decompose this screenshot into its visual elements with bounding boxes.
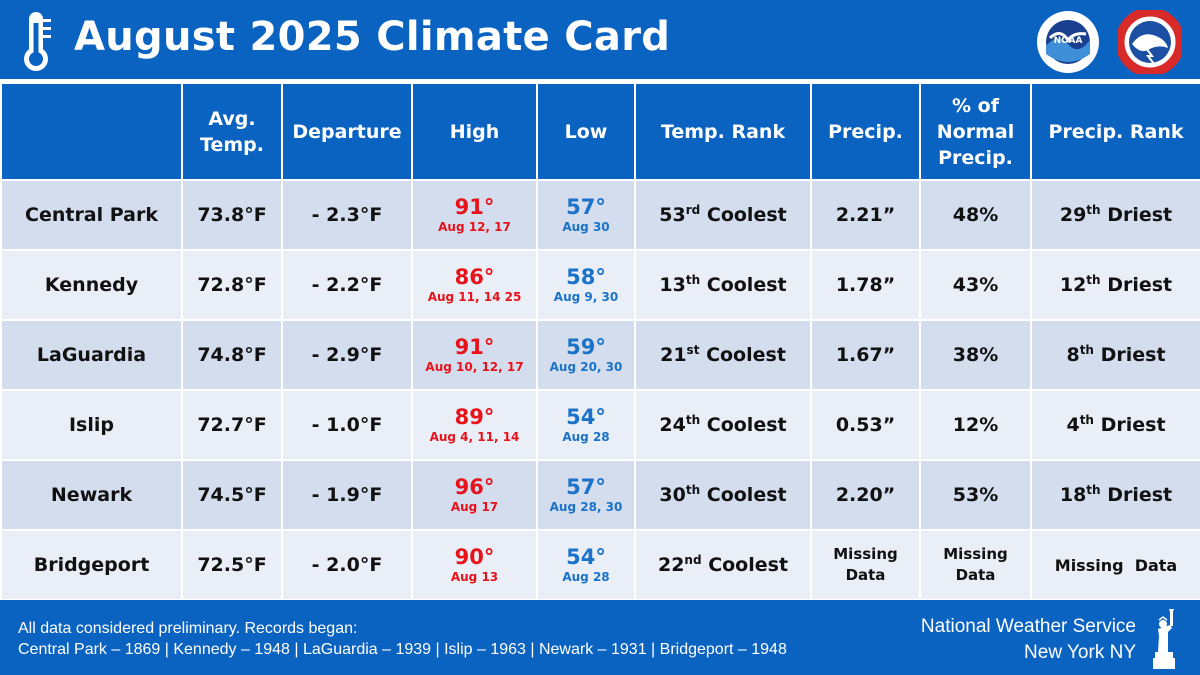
departure-cell: - 2.3°F bbox=[281, 179, 413, 251]
office-name: New York NY bbox=[1024, 642, 1136, 663]
pct-normal-cell: Missing Data bbox=[919, 529, 1032, 601]
low-cell: 59° Aug 20, 30 bbox=[536, 319, 636, 391]
column-header-departure: Departure bbox=[281, 82, 413, 181]
station-name: Kennedy bbox=[0, 249, 183, 321]
footer-note: All data considered preliminary. Records… bbox=[18, 620, 358, 637]
precip-rank-cell: 29th Driest bbox=[1030, 179, 1200, 251]
nws-logo bbox=[1118, 10, 1182, 74]
precip-rank-cell: Missing Data bbox=[1030, 529, 1200, 601]
avg-temp-cell: 72.5°F bbox=[181, 529, 283, 601]
high-cell: 91° Aug 10, 12, 17 bbox=[411, 319, 538, 391]
svg-text:NOAA: NOAA bbox=[1054, 36, 1083, 46]
pct-normal-cell: 12% bbox=[919, 389, 1032, 461]
precip-rank-cell: 18th Driest bbox=[1030, 459, 1200, 531]
precip-cell: 0.53” bbox=[810, 389, 921, 461]
precip-rank-cell: 4th Driest bbox=[1030, 389, 1200, 461]
departure-cell: - 2.0°F bbox=[281, 529, 413, 601]
low-cell: 57° Aug 30 bbox=[536, 179, 636, 251]
high-cell: 91° Aug 12, 17 bbox=[411, 179, 538, 251]
column-header-precip-rank: Precip. Rank bbox=[1030, 82, 1200, 181]
departure-cell: - 2.2°F bbox=[281, 249, 413, 321]
avg-temp-cell: 72.8°F bbox=[181, 249, 283, 321]
pct-normal-cell: 48% bbox=[919, 179, 1032, 251]
column-header-avg-temp: Avg. Temp. bbox=[181, 82, 283, 181]
high-cell: 89° Aug 4, 11, 14 bbox=[411, 389, 538, 461]
statue-of-liberty-icon bbox=[1153, 609, 1175, 669]
page-title: August 2025 Climate Card bbox=[74, 14, 671, 60]
climate-table: Avg. Temp. Departure High Low Temp. Rank … bbox=[0, 82, 1200, 601]
table-row: Kennedy 72.8°F - 2.2°F 86° Aug 11, 14 25 58° A… bbox=[0, 249, 1200, 321]
pct-normal-cell: 38% bbox=[919, 319, 1032, 391]
temp-rank-cell: 22nd Coolest bbox=[634, 529, 812, 601]
column-header-low: Low bbox=[536, 82, 636, 181]
footer-bar: All data considered preliminary. Records… bbox=[0, 600, 1200, 675]
high-cell: 96° Aug 17 bbox=[411, 459, 538, 531]
column-header-pct-normal: % of Normal Precip. bbox=[919, 82, 1032, 181]
low-cell: 54° Aug 28 bbox=[536, 529, 636, 601]
precip-cell: 1.67” bbox=[810, 319, 921, 391]
agency-name: National Weather Service bbox=[920, 616, 1136, 637]
departure-cell: - 1.9°F bbox=[281, 459, 413, 531]
station-name: Central Park bbox=[0, 179, 183, 251]
noaa-logo: NOAA bbox=[1037, 11, 1099, 73]
precip-rank-cell: 12th Driest bbox=[1030, 249, 1200, 321]
footer-records: Central Park – 1869 | Kennedy – 1948 | L… bbox=[18, 641, 787, 658]
column-header-high: High bbox=[411, 82, 538, 181]
table-row: Bridgeport 72.5°F - 2.0°F 90° Aug 13 54° Aug 2… bbox=[0, 529, 1200, 601]
pct-normal-cell: 53% bbox=[919, 459, 1032, 531]
column-header-station bbox=[0, 82, 183, 181]
thermometer-icon bbox=[24, 12, 51, 71]
header-row: Avg. Temp. Departure High Low Temp. Rank … bbox=[0, 82, 1200, 181]
low-cell: 58° Aug 9, 30 bbox=[536, 249, 636, 321]
column-header-precip: Precip. bbox=[810, 82, 921, 181]
station-name: Islip bbox=[0, 389, 183, 461]
table-row: Newark 74.5°F - 1.9°F 96° Aug 17 57° Aug 28, 3… bbox=[0, 459, 1200, 531]
header-bar: August 2025 Climate Card NOAA bbox=[0, 0, 1200, 82]
high-cell: 90° Aug 13 bbox=[411, 529, 538, 601]
table-row: Islip 72.7°F - 1.0°F 89° Aug 4, 11, 14 54° Aug… bbox=[0, 389, 1200, 461]
table-row: Central Park 73.8°F - 2.3°F 91° Aug 12, 17 57… bbox=[0, 179, 1200, 251]
high-cell: 86° Aug 11, 14 25 bbox=[411, 249, 538, 321]
temp-rank-cell: 24th Coolest bbox=[634, 389, 812, 461]
precip-cell: 2.21” bbox=[810, 179, 921, 251]
avg-temp-cell: 72.7°F bbox=[181, 389, 283, 461]
departure-cell: - 1.0°F bbox=[281, 389, 413, 461]
avg-temp-cell: 73.8°F bbox=[181, 179, 283, 251]
station-name: Bridgeport bbox=[0, 529, 183, 601]
column-header-temp-rank: Temp. Rank bbox=[634, 82, 812, 181]
temp-rank-cell: 30th Coolest bbox=[634, 459, 812, 531]
low-cell: 54° Aug 28 bbox=[536, 389, 636, 461]
precip-cell: Missing Data bbox=[810, 529, 921, 601]
avg-temp-cell: 74.5°F bbox=[181, 459, 283, 531]
station-name: Newark bbox=[0, 459, 183, 531]
low-cell: 57° Aug 28, 30 bbox=[536, 459, 636, 531]
station-name: LaGuardia bbox=[0, 319, 183, 391]
precip-cell: 2.20” bbox=[810, 459, 921, 531]
pct-normal-cell: 43% bbox=[919, 249, 1032, 321]
temp-rank-cell: 53rd Coolest bbox=[634, 179, 812, 251]
table-row: LaGuardia 74.8°F - 2.9°F 91° Aug 10, 12, 17 5… bbox=[0, 319, 1200, 391]
temp-rank-cell: 13th Coolest bbox=[634, 249, 812, 321]
avg-temp-cell: 74.8°F bbox=[181, 319, 283, 391]
departure-cell: - 2.9°F bbox=[281, 319, 413, 391]
precip-rank-cell: 8th Driest bbox=[1030, 319, 1200, 391]
temp-rank-cell: 21st Coolest bbox=[634, 319, 812, 391]
precip-cell: 1.78” bbox=[810, 249, 921, 321]
